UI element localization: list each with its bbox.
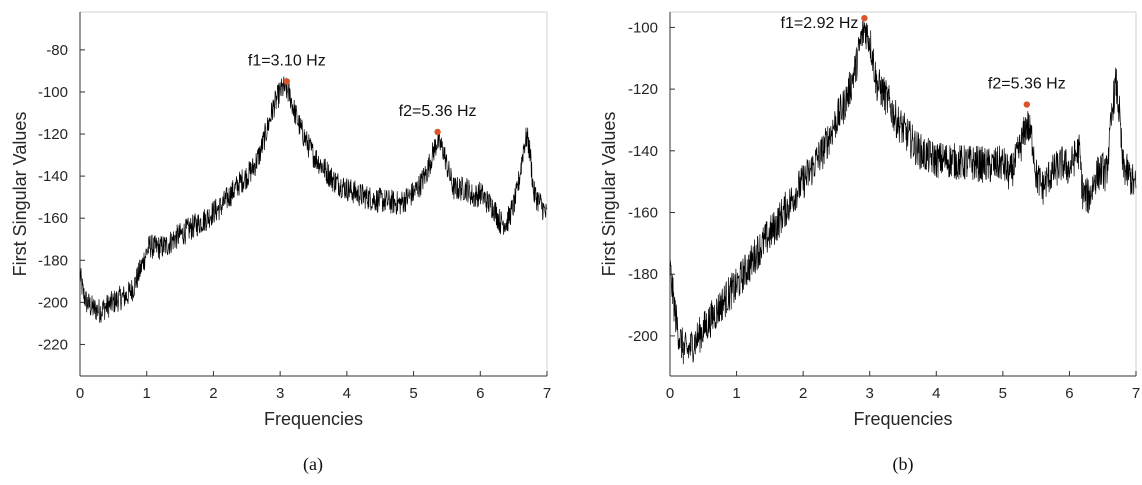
y-tick-label: -200 xyxy=(628,328,658,345)
peak-label: f2=5.36 Hz xyxy=(988,76,1066,93)
x-tick-label: 1 xyxy=(143,385,151,402)
peak-label: f1=2.92 Hz xyxy=(781,15,859,32)
y-axis-label: First Singular Values xyxy=(10,112,30,277)
x-tick-label: 5 xyxy=(409,385,417,402)
spectrum-line xyxy=(669,18,1137,365)
y-axis-label: First Singular Values xyxy=(599,112,619,277)
x-tick-label: 3 xyxy=(866,385,874,402)
x-tick-label: 0 xyxy=(76,385,84,402)
x-tick-label: 7 xyxy=(543,385,551,402)
x-tick-label: 7 xyxy=(1132,385,1140,402)
x-tick-label: 2 xyxy=(799,385,807,402)
peak-marker xyxy=(283,78,291,85)
peak-label: f2=5.36 Hz xyxy=(399,103,477,120)
x-axis-label: Frequencies xyxy=(853,409,952,429)
y-tick-label: -100 xyxy=(628,19,658,36)
x-axis-label: Frequencies xyxy=(264,409,363,429)
peak-marker xyxy=(861,14,868,22)
y-tick-label: -140 xyxy=(628,143,658,160)
x-tick-label: 4 xyxy=(343,385,351,402)
x-tick-label: 1 xyxy=(732,385,740,402)
x-tick-label: 0 xyxy=(666,385,674,402)
panel-caption: (b) xyxy=(893,454,914,475)
x-tick-label: 6 xyxy=(476,385,484,402)
y-tick-label: -200 xyxy=(38,294,68,311)
x-tick-label: 6 xyxy=(1065,385,1073,402)
y-tick-label: -120 xyxy=(38,126,68,143)
x-tick-label: 4 xyxy=(932,385,940,402)
y-tick-label: -160 xyxy=(628,205,658,222)
panel-caption: (a) xyxy=(303,454,323,475)
y-tick-label: -180 xyxy=(628,266,658,283)
y-tick-label: -180 xyxy=(38,252,68,269)
y-tick-label: -100 xyxy=(38,84,68,101)
peak-label: f1=3.10 Hz xyxy=(248,52,326,69)
spectrum-line xyxy=(79,76,548,323)
x-tick-label: 5 xyxy=(999,385,1007,402)
x-tick-label: 2 xyxy=(209,385,217,402)
peak-marker xyxy=(434,128,441,136)
y-tick-label: -120 xyxy=(628,81,658,98)
y-tick-label: -220 xyxy=(38,336,68,353)
x-tick-label: 3 xyxy=(276,385,284,402)
y-tick-label: -140 xyxy=(38,168,68,185)
peak-marker xyxy=(1023,101,1031,108)
y-tick-label: -80 xyxy=(46,42,68,59)
y-tick-label: -160 xyxy=(38,210,68,227)
